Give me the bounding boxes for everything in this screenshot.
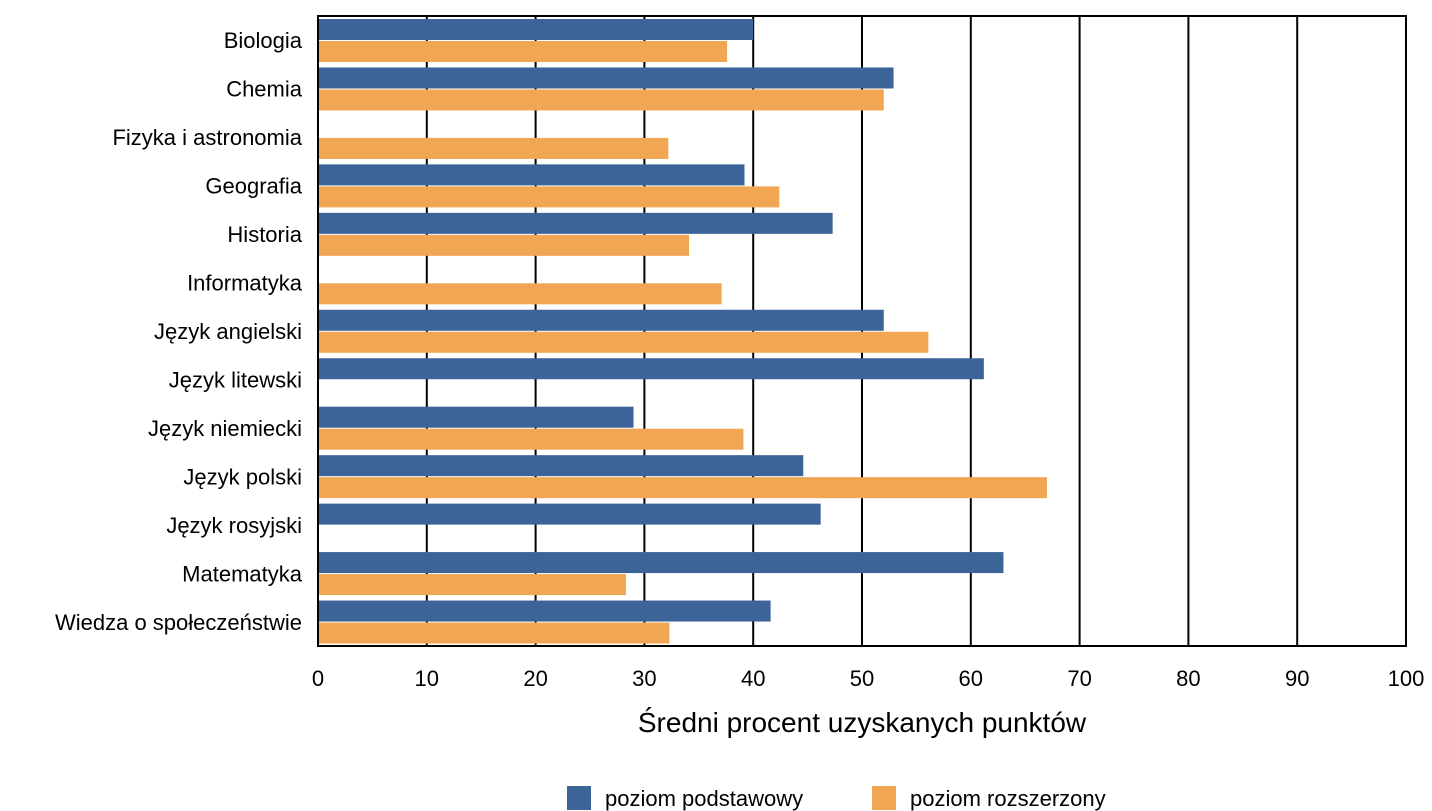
x-tick-label: 20 — [523, 666, 547, 691]
category-label: Matematyka — [182, 561, 303, 586]
legend: poziom podstawowy poziom rozszerzony — [567, 786, 1106, 811]
bar-poziom-rozszerzony — [318, 477, 1047, 498]
category-label: Język niemiecki — [148, 416, 302, 441]
x-tick-label: 40 — [741, 666, 765, 691]
legend-label: poziom rozszerzony — [910, 786, 1106, 811]
bar-poziom-podstawowy — [318, 67, 894, 88]
bar-poziom-podstawowy — [318, 601, 771, 622]
category-label: Język angielski — [154, 319, 302, 344]
bar-poziom-rozszerzony — [318, 429, 743, 450]
x-axis-title: Średni procent uzyskanych punktów — [638, 706, 1087, 738]
x-tick-label: 30 — [632, 666, 656, 691]
bar-poziom-podstawowy — [318, 358, 984, 379]
legend-swatch — [872, 786, 896, 810]
category-label: Wiedza o społeczeństwie — [55, 610, 302, 635]
bar-poziom-rozszerzony — [318, 186, 779, 207]
bar-poziom-rozszerzony — [318, 283, 722, 304]
bar-poziom-rozszerzony — [318, 623, 669, 644]
x-tick-label: 90 — [1285, 666, 1309, 691]
bar-poziom-podstawowy — [318, 455, 803, 476]
x-tick-label: 0 — [312, 666, 324, 691]
legend-swatch — [567, 786, 591, 810]
bar-poziom-podstawowy — [318, 310, 884, 331]
category-label: Biologia — [224, 28, 303, 53]
category-label: Język polski — [183, 464, 302, 489]
bar-poziom-podstawowy — [318, 504, 821, 525]
category-label: Informatyka — [187, 271, 303, 296]
category-label: Chemia — [226, 77, 303, 102]
bar-poziom-podstawowy — [318, 552, 1003, 573]
chart-grid — [427, 16, 1297, 646]
x-tick-label: 70 — [1067, 666, 1091, 691]
bar-poziom-podstawowy — [318, 19, 753, 40]
bar-poziom-rozszerzony — [318, 332, 928, 353]
x-tick-label: 10 — [415, 666, 439, 691]
bar-poziom-podstawowy — [318, 164, 744, 185]
category-labels: Biologia Chemia Fizyka i astronomia Geograf… — [55, 28, 303, 635]
bar-poziom-podstawowy — [318, 407, 634, 428]
bar-poziom-rozszerzony — [318, 235, 689, 256]
category-label: Geografia — [205, 174, 302, 199]
category-label: Fizyka i astronomia — [112, 125, 302, 150]
bar-poziom-podstawowy — [318, 213, 833, 234]
x-tick-labels: 0 10 20 30 40 50 60 70 80 90 100 — [312, 666, 1424, 691]
bar-poziom-rozszerzony — [318, 138, 668, 159]
legend-label: poziom podstawowy — [605, 786, 803, 811]
category-label: Język rosyjski — [166, 513, 302, 538]
category-label: Język litewski — [169, 367, 302, 392]
x-tick-label: 60 — [959, 666, 983, 691]
x-tick-label: 80 — [1176, 666, 1200, 691]
category-label: Historia — [227, 222, 302, 247]
bar-poziom-rozszerzony — [318, 41, 727, 62]
x-tick-label: 50 — [850, 666, 874, 691]
bar-poziom-rozszerzony — [318, 574, 626, 595]
x-tick-label: 100 — [1388, 666, 1425, 691]
bar-poziom-rozszerzony — [318, 89, 884, 110]
